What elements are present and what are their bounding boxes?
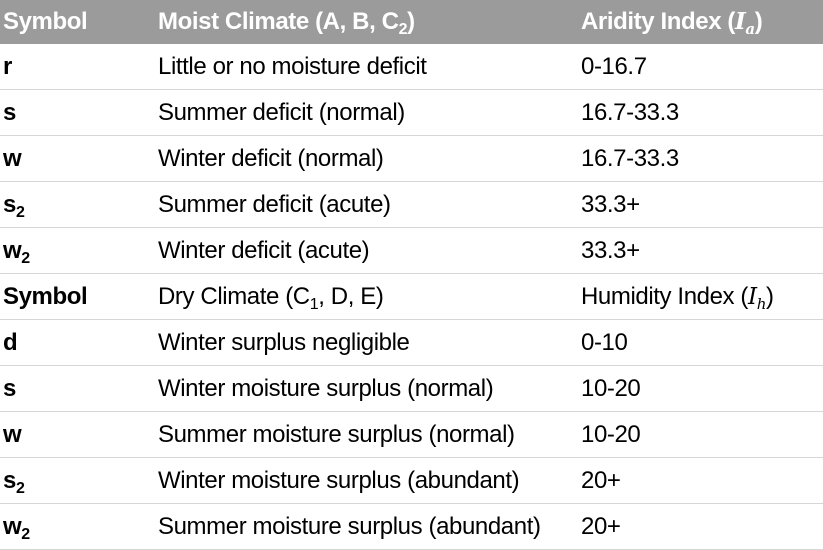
symbol-text: w [3, 236, 22, 264]
humidity-subscript: h [756, 294, 767, 313]
symbol-text: d [3, 328, 18, 356]
header-moist-text: Moist Climate (A, B, C [158, 8, 399, 35]
index-cell: 0-10 [578, 319, 823, 366]
symbol-text: w [3, 512, 22, 540]
table-row: r Little or no moisture deficit 0-16.7 [0, 44, 823, 90]
table-row: w2 Winter deficit (acute) 33.3+ [0, 227, 823, 274]
header-aridity-math: Ia [735, 8, 755, 38]
description-cell: Little or no moisture deficit [155, 44, 578, 90]
index-cell: 0-16.7 [578, 44, 823, 90]
description-cell: Winter deficit (normal) [155, 135, 578, 182]
dry-header-rest: , D, E) [318, 282, 384, 310]
humidity-text: Humidity Index ( [581, 282, 748, 310]
symbol-text: s [3, 98, 16, 126]
index-cell: 16.7-33.3 [578, 135, 823, 182]
symbol-text: w [3, 144, 22, 172]
table-row: s2 Winter moisture surplus (abundant) 20… [0, 457, 823, 504]
symbol-text: r [3, 52, 12, 80]
symbol-cell: s2 [0, 457, 155, 504]
symbol-cell: d [0, 319, 155, 366]
description-cell: Winter surplus negligible [155, 319, 578, 366]
table-row: w Winter deficit (normal) 16.7-33.3 [0, 135, 823, 182]
table-row: s Summer deficit (normal) 16.7-33.3 [0, 89, 823, 136]
table-row: s Winter moisture surplus (normal) 10-20 [0, 365, 823, 412]
symbol-cell: w [0, 411, 155, 458]
symbol-cell: w2 [0, 503, 155, 550]
table-row: w Summer moisture surplus (normal) 10-20 [0, 411, 823, 458]
symbol-subscript: 2 [21, 249, 30, 267]
symbol-subscript: 2 [21, 525, 30, 543]
symbol-cell: w2 [0, 227, 155, 274]
index-cell: 10-20 [578, 411, 823, 458]
header-aridity-close: ) [754, 8, 763, 35]
symbol-cell: s [0, 89, 155, 136]
header-aridity-subscript: a [745, 20, 755, 38]
header-moist-subscript: 2 [398, 21, 408, 38]
dry-header-subscript: 1 [309, 295, 319, 313]
symbol-cell: s2 [0, 181, 155, 228]
humidity-var: I [748, 283, 757, 310]
dry-climate-header-row: Symbol Dry Climate (C1, D, E) Humidity I… [0, 273, 823, 320]
index-cell: 20+ [578, 503, 823, 550]
humidity-close: ) [765, 282, 774, 310]
index-cell: 10-20 [578, 365, 823, 412]
symbol-subscript: 2 [15, 203, 25, 221]
header-aridity-var: I [735, 8, 746, 35]
index-cell: 33.3+ [578, 181, 823, 228]
header-symbol-text: Symbol [3, 8, 88, 35]
table-row: d Winter surplus negligible 0-10 [0, 319, 823, 366]
dry-header-humidity-index: Humidity Index (Ih) [578, 273, 823, 320]
header-moist-close: ) [407, 8, 415, 35]
description-cell: Winter deficit (acute) [155, 227, 578, 274]
header-aridity-index: Aridity Index (Ia) [578, 0, 823, 44]
symbol-cell: w [0, 135, 155, 182]
dry-header-symbol: Symbol [0, 273, 155, 320]
symbol-text: w [3, 420, 22, 448]
description-cell: Summer moisture surplus (abundant) [155, 503, 578, 550]
description-cell: Summer deficit (acute) [155, 181, 578, 228]
index-cell: 20+ [578, 457, 823, 504]
index-cell: 33.3+ [578, 227, 823, 274]
table-row: w2 Summer moisture surplus (abundant) 20… [0, 503, 823, 550]
humidity-math: Ih [748, 283, 767, 313]
description-cell: Winter moisture surplus (normal) [155, 365, 578, 412]
symbol-subscript: 2 [15, 479, 25, 497]
symbol-cell: s [0, 365, 155, 412]
description-cell: Summer moisture surplus (normal) [155, 411, 578, 458]
description-cell: Winter moisture surplus (abundant) [155, 457, 578, 504]
dry-header-climate: Dry Climate (C1, D, E) [155, 273, 578, 320]
header-row: Symbol Moist Climate (A, B, C2) Aridity … [0, 0, 823, 44]
index-cell: 16.7-33.3 [578, 89, 823, 136]
table-row: s2 Summer deficit (acute) 33.3+ [0, 181, 823, 228]
header-moist-climate: Moist Climate (A, B, C2) [155, 0, 578, 44]
header-aridity-text: Aridity Index ( [581, 8, 736, 35]
symbol-text: s [3, 190, 16, 218]
symbol-text: s [3, 466, 16, 494]
symbol-cell: r [0, 44, 155, 90]
header-symbol: Symbol [0, 0, 155, 44]
description-cell: Summer deficit (normal) [155, 89, 578, 136]
symbol-text: s [3, 374, 16, 402]
dry-header-text: Dry Climate (C [158, 282, 310, 310]
